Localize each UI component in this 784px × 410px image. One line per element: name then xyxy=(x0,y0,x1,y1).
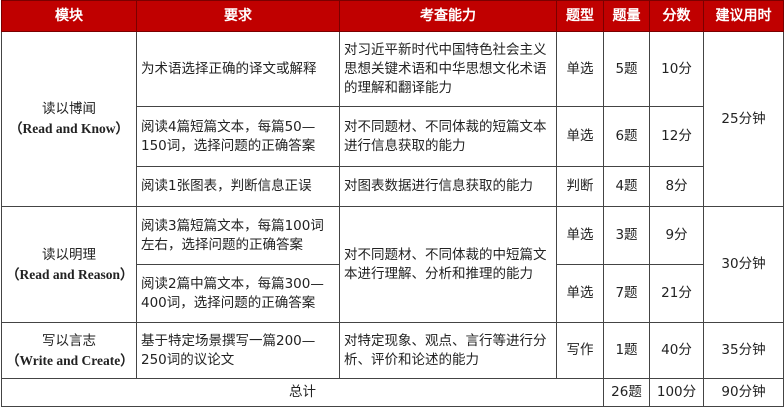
table-row: 阅读1张图表，判断信息正误 对图表数据进行信息获取的能力 判断 4题 8分 xyxy=(2,166,784,207)
ability-cell: 对特定现象、观点、言行等进行分析、评价和论述的能力 xyxy=(339,322,557,379)
score-cell: 12分 xyxy=(649,106,704,167)
table-row: 读以博闻 （Read and Know） 为术语选择正确的译文或解释 对习近平新时… xyxy=(1,31,784,207)
score-cell: 40分 xyxy=(649,322,704,379)
ability-cell: 对图表数据进行信息获取的能力 xyxy=(339,166,557,207)
ability-cell: 对不同题材、不同体裁的中短篇文本进行理解、分析和推理的能力 xyxy=(339,206,557,323)
score-cell: 10分 xyxy=(649,31,704,107)
table-row: 阅读2篇中篇文本，每篇300—400词，选择问题的正确答案 单选 7题 21分 xyxy=(2,264,784,323)
total-count: 26题 xyxy=(603,378,650,407)
requirement-cell: 阅读1张图表，判断信息正误 xyxy=(136,166,340,207)
type-cell: 单选 xyxy=(556,31,604,107)
type-cell: 判断 xyxy=(556,166,604,207)
header-score: 分数 xyxy=(649,0,704,32)
requirement-cell: 阅读3篇短篇文本，每篇100词左右，选择问题的正确答案 xyxy=(136,206,340,265)
module-name: 读以博闻 xyxy=(42,101,96,117)
module-name: 读以明理 xyxy=(42,246,96,263)
table-row: 读以明理 （Read and Reason） 阅读3篇短篇文本，每篇100词左右，… xyxy=(1,206,784,323)
header-type: 题型 xyxy=(556,0,604,32)
module-english: （Read and Know） xyxy=(8,121,130,136)
module-cell: 读以明理 （Read and Reason） xyxy=(1,206,137,323)
requirement-cell: 阅读2篇中篇文本，每篇300—400词，选择问题的正确答案 xyxy=(136,264,340,323)
total-score: 100分 xyxy=(649,378,704,407)
count-cell: 7题 xyxy=(603,264,650,323)
type-cell: 单选 xyxy=(556,264,604,323)
total-time: 90分钟 xyxy=(703,378,784,407)
count-cell: 1题 xyxy=(603,322,650,379)
module-cell: 写以言志 （Write and Create） xyxy=(1,322,137,379)
count-cell: 6题 xyxy=(603,106,650,167)
header-count: 题量 xyxy=(603,0,650,32)
module-cell: 读以博闻 （Read and Know） xyxy=(1,31,137,207)
requirement-cell: 为术语选择正确的译文或解释 xyxy=(136,31,340,107)
requirement-cell: 阅读4篇短篇文本，每篇50—150词，选择问题的正确答案 xyxy=(136,106,340,167)
header-ability: 考查能力 xyxy=(339,0,557,32)
count-cell: 5题 xyxy=(603,31,650,107)
score-cell: 9分 xyxy=(649,206,704,265)
module-english: （Write and Create） xyxy=(6,352,134,368)
table-row: 写以言志 （Write and Create） 基于特定场景撰写一篇200—250… xyxy=(1,322,784,379)
count-cell: 3题 xyxy=(603,206,650,265)
time-cell: 30分钟 xyxy=(703,206,784,323)
type-cell: 写作 xyxy=(556,322,604,379)
header-row: 模块 要求 考查能力 题型 题量 分数 建议用时 xyxy=(1,0,784,32)
requirement-cell: 基于特定场景撰写一篇200—250词的议论文 xyxy=(136,322,340,379)
score-cell: 8分 xyxy=(649,166,704,207)
ability-cell: 对习近平新时代中国特色社会主义思想关键术语和中华思想文化术语的理解和翻译能力 xyxy=(339,31,557,107)
header-module: 模块 xyxy=(1,0,137,32)
header-time: 建议用时 xyxy=(703,0,784,32)
ability-cell: 对不同题材、不同体裁的短篇文本进行信息获取的能力 xyxy=(339,106,557,167)
count-cell: 4题 xyxy=(603,166,650,207)
type-cell: 单选 xyxy=(556,206,604,265)
table-row: 阅读4篇短篇文本，每篇50—150词，选择问题的正确答案 对不同题材、不同体裁的… xyxy=(2,106,784,167)
header-requirement: 要求 xyxy=(136,0,340,32)
module-name: 写以言志 xyxy=(42,332,96,349)
total-row: 总计 26题 100分 90分钟 xyxy=(1,378,784,407)
time-cell: 35分钟 xyxy=(703,322,784,379)
score-cell: 21分 xyxy=(649,264,704,323)
total-label: 总计 xyxy=(1,378,604,407)
time-cell: 25分钟 xyxy=(703,31,784,207)
type-cell: 单选 xyxy=(556,106,604,167)
module-english: （Read and Reason） xyxy=(6,266,134,282)
